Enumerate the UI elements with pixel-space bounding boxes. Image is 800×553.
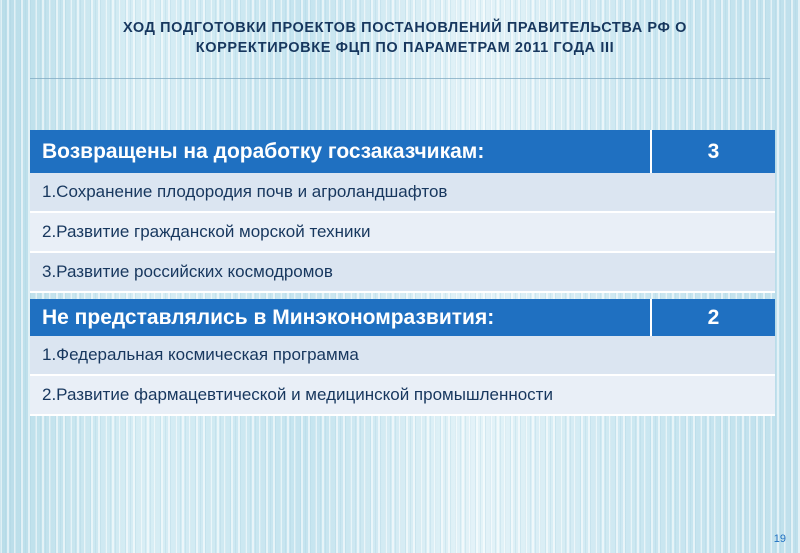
table-row: 2.Развитие гражданской морской техники — [30, 213, 775, 253]
page-number: 19 — [773, 533, 786, 545]
title-line-2: КОРРЕКТИРОВКЕ ФЦП ПО ПАРАМЕТРАМ 2011 ГОД… — [195, 40, 615, 56]
section-header-returned-label: Возвращены на доработку госзаказчикам: — [42, 140, 485, 163]
section-header-returned-count: 3 — [650, 130, 775, 173]
list-item: 1.Сохранение плодородия почв и агроландш… — [42, 182, 448, 201]
section-header-not-submitted-count: 2 — [650, 299, 775, 336]
title-divider — [30, 78, 770, 79]
list-item: 1.Федеральная космическая программа — [42, 345, 359, 364]
section-header-returned: Возвращены на доработку госзаказчикам: 3 — [30, 130, 775, 173]
section-header-not-submitted: Не представлялись в Минэкономразвития: 2 — [30, 299, 775, 336]
table-row: 2.Развитие фармацевтической и медицинско… — [30, 376, 775, 416]
table-row: 1.Сохранение плодородия почв и агроландш… — [30, 173, 775, 213]
table-row: 1.Федеральная космическая программа — [30, 336, 775, 376]
title-line-1: ХОД ПОДГОТОВКИ ПРОЕКТОВ ПОСТАНОВЛЕНИЙ ПР… — [123, 20, 687, 36]
slide-title: ХОД ПОДГОТОВКИ ПРОЕКТОВ ПОСТАНОВЛЕНИЙ ПР… — [60, 18, 750, 58]
table-row: 3.Развитие российских космодромов — [30, 253, 775, 293]
list-item: 3.Развитие российских космодромов — [42, 262, 333, 281]
list-item: 2.Развитие гражданской морской техники — [42, 222, 371, 241]
section-header-not-submitted-label: Не представлялись в Минэкономразвития: — [42, 306, 495, 329]
list-item: 2.Развитие фармацевтической и медицинско… — [42, 385, 553, 404]
content-table: Возвращены на доработку госзаказчикам: 3… — [30, 130, 775, 416]
